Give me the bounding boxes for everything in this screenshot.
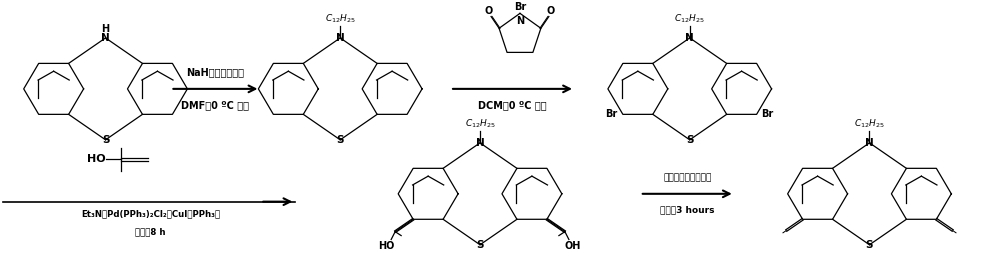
Text: N: N <box>336 33 345 43</box>
Text: S: S <box>686 135 693 145</box>
Text: HO: HO <box>378 241 394 251</box>
Text: 回流，3 hours: 回流，3 hours <box>660 206 714 215</box>
Text: DMF，0 ºC 过夜: DMF，0 ºC 过夜 <box>181 101 249 111</box>
Text: O: O <box>547 5 555 15</box>
Text: 氢氧化钾，异丙醇，: 氢氧化钾，异丙醇， <box>663 173 711 182</box>
Text: 回流，8 h: 回流，8 h <box>135 227 166 236</box>
Text: OH: OH <box>565 241 581 251</box>
Text: Br: Br <box>606 109 618 119</box>
Text: H: H <box>101 24 110 34</box>
Text: $C_{12}H_{25}$: $C_{12}H_{25}$ <box>325 13 356 25</box>
Text: DCM，0 ºC 过夜: DCM，0 ºC 过夜 <box>478 101 547 111</box>
Text: Br: Br <box>762 109 774 119</box>
Text: S: S <box>336 135 344 145</box>
Text: S: S <box>476 240 484 250</box>
Text: O: O <box>485 5 493 15</box>
Text: NaH，溴代十二烷: NaH，溴代十二烷 <box>186 67 244 77</box>
Text: S: S <box>102 135 109 145</box>
Text: Et₃N，Pd(PPh₃)₂Cl₂，CuI，PPh₃，: Et₃N，Pd(PPh₃)₂Cl₂，CuI，PPh₃， <box>81 209 220 218</box>
Text: N: N <box>516 16 524 26</box>
Text: N: N <box>685 33 694 43</box>
Text: $C_{12}H_{25}$: $C_{12}H_{25}$ <box>465 118 495 130</box>
Text: $C_{12}H_{25}$: $C_{12}H_{25}$ <box>854 118 885 130</box>
Text: N: N <box>865 138 874 148</box>
Text: Br: Br <box>514 2 526 12</box>
Text: N: N <box>476 138 484 148</box>
Text: N: N <box>101 33 110 43</box>
Text: $C_{12}H_{25}$: $C_{12}H_{25}$ <box>674 13 705 25</box>
Text: HO: HO <box>87 154 106 164</box>
Text: S: S <box>866 240 873 250</box>
